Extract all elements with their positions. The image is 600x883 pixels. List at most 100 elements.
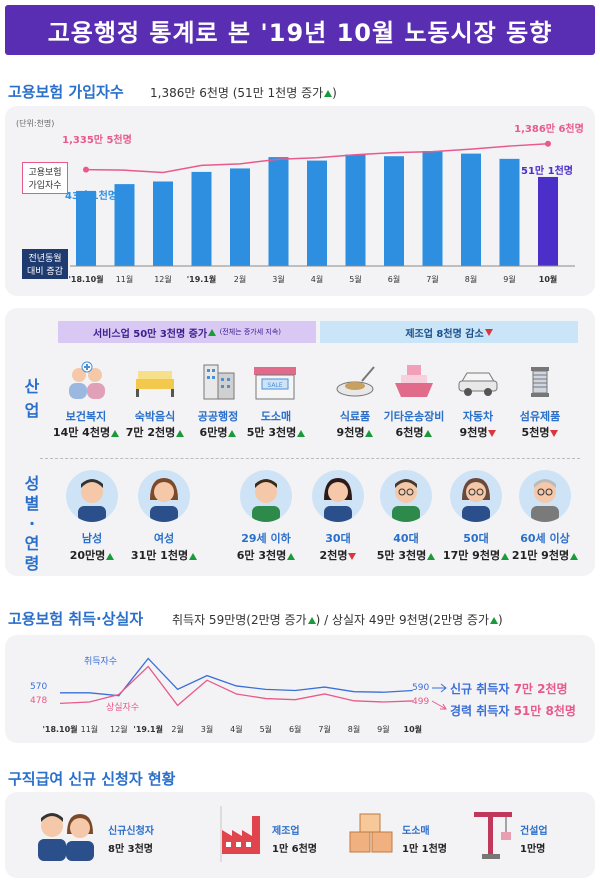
male-avatar-icon — [66, 470, 118, 522]
industry-item-value: 9천명 — [317, 424, 393, 440]
up-arrow-icon — [307, 617, 316, 624]
industry-item-value: 6천명 — [376, 424, 452, 440]
bar — [461, 153, 481, 266]
insured-panel — [5, 106, 595, 296]
up-arrow-icon — [427, 552, 436, 560]
welfare-icon — [61, 360, 111, 402]
bar — [499, 158, 520, 266]
unit-label: (단위:천명) — [16, 119, 55, 128]
industry-item-value: 14만 4천명 — [48, 424, 124, 440]
line-end-label: 1,386만 6천명 — [514, 124, 584, 135]
bar — [384, 156, 404, 266]
bar — [345, 154, 366, 266]
flows-summary: 취득자 59만명(2만명 증가) / 상실자 49만 9천명(2만명 증가) — [172, 613, 503, 627]
line-series-label: 고용보험 가입자수 — [22, 162, 68, 194]
demo-item-label: 여성 — [153, 532, 175, 545]
start-value-label: 570 — [30, 682, 47, 692]
demo-item-label: 29세 이하 — [241, 532, 291, 545]
demo-item-value: 6만 3천명 — [228, 547, 304, 563]
demo-row-label: 성별·연령 — [24, 474, 40, 573]
demo-item-value: 5만 3천명 — [368, 547, 444, 563]
up-arrow-icon — [106, 552, 115, 560]
down-arrow-icon — [550, 429, 559, 437]
demo-item-value: 21만 9천명 — [507, 547, 583, 563]
jobseek-item-value: 1만명 — [520, 844, 546, 855]
services-tag: 서비스업 50만 3천명 증가 (전체는 증가세 지속) — [58, 321, 316, 343]
bar — [230, 168, 250, 266]
demo-item-label: 남성 — [81, 532, 103, 545]
industry-item-value: 9천명 — [440, 424, 516, 440]
industry-item-label: 공공행정 — [197, 410, 239, 423]
bar — [153, 181, 173, 266]
demo-item-label: 30대 — [325, 532, 351, 545]
demo-item-value: 17만 9천명 — [438, 547, 514, 563]
x-tick-label: 12월 — [154, 274, 172, 284]
x-tick-label: 12월 — [110, 724, 128, 734]
jobseek-item-value: 1만 1천명 — [402, 844, 447, 855]
demo-item-value: 20만명 — [54, 547, 130, 563]
industry-item-label: 섬유제품 — [519, 410, 561, 423]
up-arrow-icon — [570, 552, 579, 560]
bed-icon — [130, 360, 180, 402]
insured-heading: 고용보험 가입자수 — [8, 83, 124, 101]
series-b-label: 상실자수 — [106, 703, 140, 713]
female-avatar-icon — [138, 470, 190, 522]
crane-icon — [470, 806, 514, 862]
bar — [422, 151, 443, 266]
line-start-label: 1,335만 5천명 — [62, 135, 132, 146]
end-value-label: 499 — [412, 697, 429, 707]
end-value-label: 590 — [412, 683, 429, 693]
up-arrow-icon — [228, 429, 237, 437]
x-tick-label: 3월 — [272, 274, 284, 284]
up-arrow-icon — [189, 552, 198, 560]
car-icon — [453, 360, 503, 402]
industry-item-value: 5만 3천명 — [238, 424, 314, 440]
bar-end-label: 51만 1천명 — [521, 166, 573, 177]
thread-icon — [515, 360, 565, 402]
up-arrow-icon — [111, 429, 120, 437]
up-arrow-icon — [208, 328, 217, 336]
divider — [40, 458, 580, 459]
demo-item-label: 60세 이상 — [520, 532, 570, 545]
page-title: 고용행정 통계로 본 '19년 10월 노동시장 동향 — [47, 18, 553, 47]
x-tick-label: 4월 — [311, 274, 323, 284]
bar — [268, 157, 289, 266]
industry-item-label: 도소매 — [260, 410, 292, 423]
manufacturing-tag: 제조업 8천명 감소 — [320, 321, 578, 343]
bar — [191, 171, 212, 266]
down-arrow-icon — [484, 328, 493, 336]
food-icon — [330, 360, 380, 402]
up-arrow-icon — [424, 429, 433, 437]
x-tick-label: '19.1월 — [187, 274, 217, 284]
forties-avatar-icon — [380, 470, 432, 522]
up-arrow-icon — [490, 617, 499, 624]
insured-summary: 1,386만 6천명 (51만 1천명 증가) — [150, 86, 337, 100]
industry-item-value: 5천명 — [502, 424, 578, 440]
ship-icon — [389, 360, 439, 402]
line-point — [545, 140, 551, 147]
breakdown-panel — [5, 308, 595, 576]
x-tick-label: 3월 — [201, 724, 213, 734]
series-a-label: 취득자수 — [84, 657, 118, 667]
new-hire-label: 신규 취득자 7만 2천명 — [450, 682, 568, 696]
x-tick-label: 9월 — [377, 724, 389, 734]
x-tick-label: 5월 — [260, 724, 272, 734]
up-arrow-icon — [365, 429, 374, 437]
bar — [538, 176, 558, 266]
down-arrow-icon — [348, 552, 357, 560]
x-tick-label: 9월 — [503, 274, 515, 284]
x-tick-label: 7월 — [318, 724, 330, 734]
thirties-avatar-icon — [312, 470, 364, 522]
arrow-icon — [431, 700, 447, 710]
bar — [114, 184, 135, 266]
boxes-icon — [346, 810, 396, 858]
industry-item-label: 기타운송장비 — [383, 410, 445, 423]
x-tick-label: 8월 — [348, 724, 360, 734]
insured-chart: '18.10월 11월 12월 '19.1월 2월 3월 4월 5월 6월 7월 8월 9월 10월 — [68, 140, 575, 284]
sixties-avatar-icon — [519, 470, 571, 522]
industry-item-label: 식료품 — [339, 410, 371, 423]
bar-series-label: 전년동월 대비 증감 — [22, 249, 68, 279]
up-arrow-icon — [501, 552, 510, 560]
jobseek-item-label: 신규신청자 — [108, 826, 154, 837]
x-tick-label: 8월 — [465, 274, 477, 284]
